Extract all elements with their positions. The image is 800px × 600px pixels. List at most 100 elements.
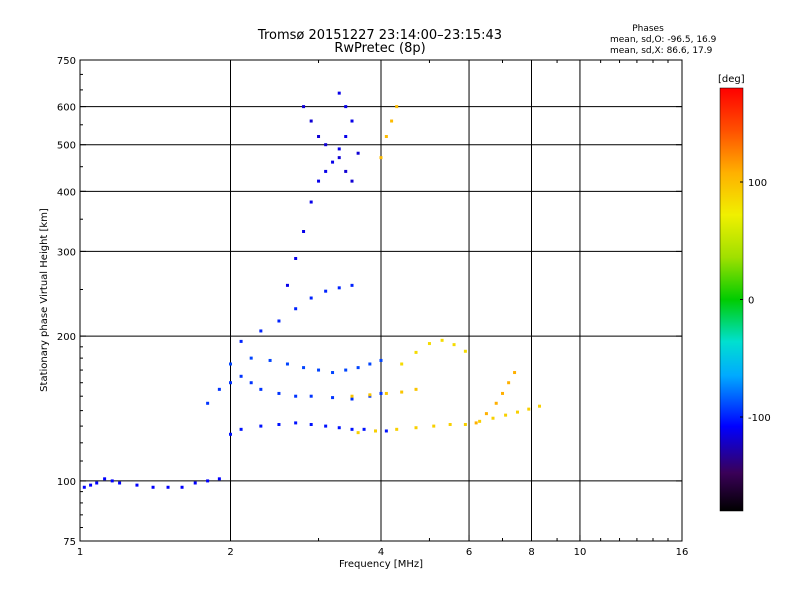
colorbar-tick-label: 100 xyxy=(748,178,767,189)
x-tick-label: 8 xyxy=(528,547,534,558)
scatter-point xyxy=(206,401,210,405)
scatter-point xyxy=(166,485,170,489)
scatter-point xyxy=(344,368,348,372)
scatter-point xyxy=(239,427,243,431)
scatter-point xyxy=(259,329,263,333)
scatter-point xyxy=(384,135,388,139)
scatter-point xyxy=(356,151,360,155)
scatter-point xyxy=(384,429,388,433)
scatter-point xyxy=(395,105,399,109)
colorbar-ticks: 100 0 -100 xyxy=(740,178,771,424)
scatter-point xyxy=(285,283,289,287)
phases-title: Phases xyxy=(632,24,664,34)
x-tick-label: 10 xyxy=(574,547,587,558)
y-tick-label: 300 xyxy=(57,247,76,258)
scatter-point xyxy=(259,424,263,428)
scatter-point xyxy=(277,391,281,395)
y-tick-label: 100 xyxy=(57,477,76,488)
scatter-point xyxy=(294,421,298,425)
scatter-point xyxy=(414,387,418,391)
scatter-point xyxy=(440,338,444,342)
scatter-point xyxy=(337,91,341,95)
scatter-point xyxy=(302,105,306,109)
scatter-point xyxy=(317,179,321,183)
scatter-point xyxy=(309,119,313,123)
scatter-point xyxy=(180,485,184,489)
scatter-point xyxy=(239,339,243,343)
scatter-point xyxy=(350,179,354,183)
y-tick-label: 75 xyxy=(63,537,76,548)
y-tick-label: 600 xyxy=(57,103,76,114)
scatter-point xyxy=(309,200,313,204)
y-axis-ticks: 75 100 200 300 400 500 600 750 xyxy=(57,56,682,548)
chart-title: Tromsø 20151227 23:14:00–23:15:43 xyxy=(257,28,502,43)
y-tick-label: 750 xyxy=(57,56,76,67)
scatter-point xyxy=(374,429,378,433)
x-axis-label: Frequency [MHz] xyxy=(339,559,423,570)
scatter-point xyxy=(379,358,383,362)
scatter-point xyxy=(324,289,328,293)
scatter-point xyxy=(118,481,122,485)
scatter-point xyxy=(324,424,328,428)
scatter-point xyxy=(229,362,232,366)
scatter-point xyxy=(217,387,221,391)
scatter-point xyxy=(414,350,418,354)
scatter-point xyxy=(463,349,467,353)
scatter-point xyxy=(379,391,383,395)
scatter-point xyxy=(452,343,456,347)
scatter-point xyxy=(368,362,372,366)
scatter-point xyxy=(400,362,404,366)
scatter-point xyxy=(229,381,232,385)
y-axis-label: Stationary phase Virtual Height [km] xyxy=(39,208,50,392)
scatter-point xyxy=(344,135,348,139)
y-tick-label: 200 xyxy=(57,332,76,343)
scatter-point xyxy=(337,147,341,151)
colorbar-tick-label: 0 xyxy=(748,296,754,307)
scatter-point xyxy=(151,485,155,489)
scatter-point xyxy=(474,421,478,425)
colorbar-tick-label: -100 xyxy=(748,413,771,424)
x-tick-label: 16 xyxy=(676,547,689,558)
scatter-point xyxy=(95,481,99,485)
scatter-point xyxy=(350,394,354,398)
scatter-point xyxy=(432,424,436,428)
scatter-point xyxy=(294,394,298,398)
scatter-point xyxy=(350,397,354,401)
scatter-point xyxy=(337,286,341,290)
scatter-point xyxy=(390,119,394,123)
scatter-point xyxy=(504,413,508,417)
scatter-point xyxy=(350,283,354,287)
scatter-point xyxy=(89,483,93,487)
scatter-point xyxy=(515,410,519,414)
scatter-point xyxy=(368,393,372,397)
scatter-point xyxy=(331,371,335,375)
scatter-point xyxy=(537,404,541,408)
scatter-point xyxy=(193,481,197,485)
scatter-point xyxy=(302,229,306,233)
scatter-point xyxy=(331,396,335,400)
scatter-point xyxy=(484,412,488,416)
scatter-point xyxy=(463,422,467,426)
scatter-point xyxy=(379,156,383,160)
scatter-point xyxy=(350,427,354,431)
scatter-point xyxy=(82,485,86,489)
x-tick-label: 2 xyxy=(227,547,233,558)
x-tick-label: 4 xyxy=(378,547,384,558)
scatter-point xyxy=(324,169,328,173)
scatter-point xyxy=(400,390,404,394)
scatter-point xyxy=(259,387,263,391)
scatter-point xyxy=(448,422,452,426)
scatter-point xyxy=(507,381,511,385)
grid-lines xyxy=(80,60,682,541)
x-axis-ticks: 1 2 4 6 8 10 16 xyxy=(77,60,689,558)
scatter-point xyxy=(294,256,298,260)
scatter-point xyxy=(268,358,272,362)
scatter-point xyxy=(513,371,517,375)
scatter-point xyxy=(309,394,313,398)
scatter-point xyxy=(494,401,498,405)
scatter-point xyxy=(206,479,210,483)
scatter-point xyxy=(317,368,321,372)
colorbar xyxy=(719,87,744,512)
scatter-point xyxy=(344,169,348,173)
